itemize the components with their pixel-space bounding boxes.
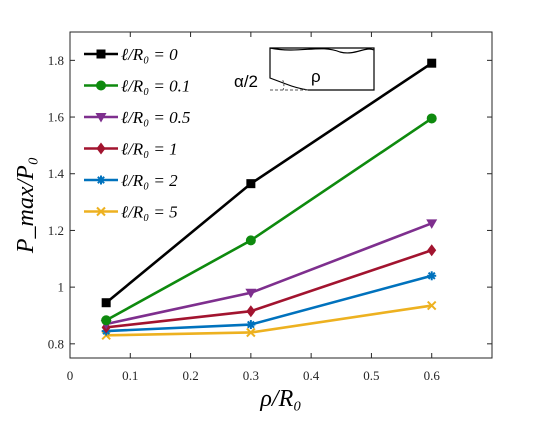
- legend-marker: [95, 113, 107, 123]
- legend-marker: [96, 142, 106, 155]
- data-point: [101, 298, 111, 308]
- legend-label: ℓ/R₀ = 0: [121, 45, 178, 64]
- legend-label: ℓ/R₀ = 5: [121, 203, 178, 222]
- legend-item: ℓ/R₀ = 0.1: [84, 77, 190, 96]
- plot-frame: [69, 31, 493, 359]
- legend: ℓ/R₀ = 0 ℓ/R₀ = 0.1 ℓ/R₀ = 0.5 ℓ/R₀ = 1 ℓ/R₀…: [84, 45, 190, 222]
- legend-marker: [96, 206, 106, 217]
- legend-item: ℓ/R₀ = 1: [84, 140, 178, 159]
- legend-marker: [96, 175, 106, 185]
- data-point: [426, 113, 437, 124]
- x-tick-label: 0.3: [243, 368, 259, 383]
- x-tick-label: 0: [67, 368, 74, 383]
- legend-marker: [96, 49, 106, 59]
- data-point: [427, 244, 437, 257]
- plot-area: [70, 32, 492, 358]
- y-tick-label: 0.8: [48, 336, 64, 351]
- legend-marker: [96, 80, 106, 91]
- angle-arc: [281, 78, 285, 91]
- data-point: [245, 235, 256, 246]
- x-tick-label: 0.1: [122, 368, 138, 383]
- legend-label: ℓ/R₀ = 0.5: [121, 108, 190, 127]
- data-point: [101, 315, 112, 326]
- x-axis-label: ρ/R₀: [259, 386, 301, 412]
- data-point: [246, 320, 256, 330]
- x-tick-label: 0.6: [424, 368, 441, 383]
- legend-item: ℓ/R₀ = 0.5: [84, 108, 190, 127]
- series: [101, 58, 437, 308]
- legend-label: ℓ/R₀ = 2: [121, 171, 178, 190]
- data-point: [427, 58, 437, 68]
- notch-specimen-outline: [269, 47, 375, 91]
- y-axis-label: P_max/P₀: [13, 157, 39, 254]
- y-tick-label: 1: [58, 280, 65, 295]
- data-point: [426, 219, 438, 229]
- legend-label: ℓ/R₀ = 1: [121, 140, 178, 159]
- data-point: [427, 300, 437, 311]
- inset-angle-label: α/2: [234, 72, 258, 91]
- legend-item: ℓ/R₀ = 0: [84, 45, 178, 64]
- data-point: [245, 288, 257, 299]
- x-tick-label: 0.4: [303, 368, 320, 383]
- legend-label: ℓ/R₀ = 0.1: [121, 77, 190, 96]
- notch-inset: α/2 ρ: [234, 47, 375, 91]
- data-point: [246, 179, 256, 189]
- legend-item: ℓ/R₀ = 2: [84, 171, 178, 190]
- data-point: [246, 305, 256, 318]
- y-tick-label: 1.8: [48, 53, 64, 68]
- inset-radius-label: ρ: [311, 67, 321, 86]
- data-point: [427, 271, 437, 281]
- x-tick-label: 0.2: [182, 368, 198, 383]
- y-tick-label: 1.4: [48, 166, 65, 181]
- y-tick-label: 1.6: [48, 110, 65, 125]
- axes: 0 0.1 0.2 0.3 0.4 0.5 0.6 0.8 1 1.2 1.4 1.6 1.8: [48, 31, 493, 383]
- x-tick-label: 0.5: [363, 368, 379, 383]
- legend-item: ℓ/R₀ = 5: [84, 203, 178, 222]
- series-lines: [100, 58, 438, 341]
- data-point: [246, 327, 256, 338]
- y-tick-label: 1.2: [48, 223, 64, 238]
- series: [101, 113, 437, 326]
